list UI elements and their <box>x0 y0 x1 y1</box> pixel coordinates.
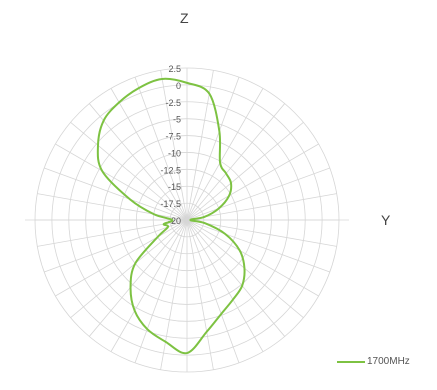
grid-spoke <box>186 219 337 247</box>
grid-spoke <box>186 219 330 273</box>
radial-tick-label: -7.5 <box>165 132 181 142</box>
grid-spoke <box>44 219 188 273</box>
grid-spoke <box>55 143 188 221</box>
grid-spoke <box>70 121 188 221</box>
y-axis-label: Y <box>381 212 391 228</box>
grid-spoke <box>186 88 264 221</box>
radial-tick-label: -5 <box>173 115 181 125</box>
grid-spoke <box>186 219 240 363</box>
grid-spoke <box>70 219 188 319</box>
grid-spoke <box>110 219 188 352</box>
grid-spoke <box>55 219 188 297</box>
grid-spoke <box>186 167 330 221</box>
grid-spoke <box>37 219 188 247</box>
radial-tick-label: 2.5 <box>168 64 181 74</box>
grid-spoke <box>88 103 188 221</box>
grid-spoke <box>186 143 319 221</box>
polar-grid <box>25 67 349 373</box>
grid-spoke <box>134 77 188 221</box>
radial-tick-label: -15 <box>168 182 181 192</box>
grid-spoke <box>160 70 188 221</box>
radial-tick-label: -17.5 <box>160 199 181 209</box>
grid-spoke <box>110 88 188 221</box>
radial-tick-label: 0 <box>176 81 181 91</box>
series-line-0 <box>96 77 246 355</box>
radial-tick-label: -2.5 <box>165 98 181 108</box>
legend-label: 1700MHz <box>367 356 410 367</box>
grid-spoke <box>186 103 286 221</box>
grid-spoke <box>186 219 264 352</box>
grid-spoke <box>186 121 304 221</box>
legend-swatch <box>337 360 365 363</box>
radial-tick-label: -12.5 <box>160 165 181 175</box>
legend: 1700MHz <box>337 356 410 367</box>
grid-spoke <box>134 219 188 363</box>
z-axis-label: Z <box>180 10 189 26</box>
radial-tick-labels: 2.5 0 -2.5 -5 -7.5 -10 -12.5 -15 -17.5 -20 <box>160 64 181 226</box>
grid-spoke <box>186 70 214 221</box>
grid-spoke <box>37 193 188 221</box>
radial-tick-label: -10 <box>168 148 181 158</box>
grid-spoke <box>186 77 240 221</box>
grid-spoke <box>186 193 337 221</box>
grid-spoke <box>44 167 188 221</box>
grid-spoke <box>186 219 319 297</box>
grid-spoke <box>186 219 214 370</box>
grid-spoke <box>160 219 188 370</box>
radial-tick-label: -20 <box>168 216 181 226</box>
grid-spoke <box>88 219 188 337</box>
series-layer <box>96 77 246 355</box>
grid-spoke <box>186 219 286 337</box>
